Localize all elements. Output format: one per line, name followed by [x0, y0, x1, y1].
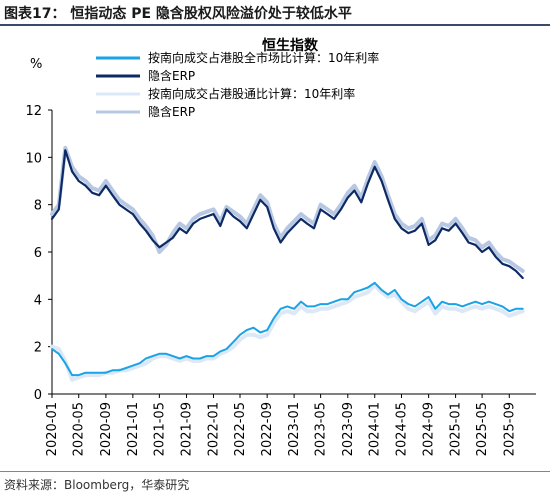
legend-label-3: 按南向成交占港股通比计算：10年利率	[148, 86, 355, 101]
x-tick-label: 2023-09	[341, 402, 356, 456]
x-axis: 2020-01 2020-05 2020-09 2021-01 2021-05 2021-…	[45, 393, 536, 456]
x-tick-label: 2022-05	[233, 402, 248, 456]
x-tick-label: 2022-01	[206, 402, 221, 456]
legend-label-1: 按南向成交占港股全市场比计算：10年利率	[148, 50, 379, 65]
x-tick-label: 2020-01	[45, 402, 60, 456]
series-layer	[50, 145, 525, 382]
figure-title: 图表17： 恒指动态 PE 隐含股权风险溢价处于较低水平	[4, 6, 352, 22]
x-tick-label: 2025-05	[475, 402, 490, 456]
x-tick-label: 2021-01	[126, 402, 141, 456]
series-line-3	[50, 283, 525, 382]
footer-divider	[0, 471, 550, 472]
x-tick-label: 2021-05	[152, 402, 167, 456]
x-tick-label: 2020-05	[72, 402, 87, 456]
x-tick-label: 2025-09	[502, 402, 517, 456]
x-tick-label: 2024-09	[422, 402, 437, 456]
legend-label-4: 隐含ERP	[148, 104, 195, 119]
x-tick-label: 2023-01	[287, 402, 302, 456]
x-tick-label: 2025-01	[449, 402, 464, 456]
source-note: 资料来源：Bloomberg，华泰研究	[4, 478, 190, 492]
y-tick-label: 2	[34, 341, 42, 356]
y-tick-label: 12	[25, 104, 42, 119]
y-tick-label: 10	[25, 151, 42, 166]
y-axis: 0 2 4 6 8 10 12	[25, 104, 53, 403]
x-tick-label: 2021-09	[180, 402, 195, 456]
y-axis-unit: %	[30, 57, 42, 72]
series-line-2	[50, 149, 524, 280]
y-tick-label: 8	[34, 199, 42, 214]
title-divider	[0, 24, 550, 26]
x-tick-label: 2024-01	[368, 402, 383, 456]
y-tick-label: 6	[34, 246, 42, 261]
x-tick-label: 2023-05	[314, 402, 329, 456]
chart-title: 恒生指数	[262, 37, 319, 54]
x-tick-label: 2022-09	[260, 402, 275, 456]
x-tick-label: 2024-05	[394, 402, 409, 456]
y-tick-label: 4	[34, 293, 42, 308]
y-tick-label: 0	[34, 388, 42, 403]
series-line-1	[51, 281, 524, 377]
series-line-4	[50, 145, 525, 273]
legend-label-2: 隐含ERP	[148, 68, 195, 83]
x-tick-label: 2020-09	[99, 402, 114, 456]
